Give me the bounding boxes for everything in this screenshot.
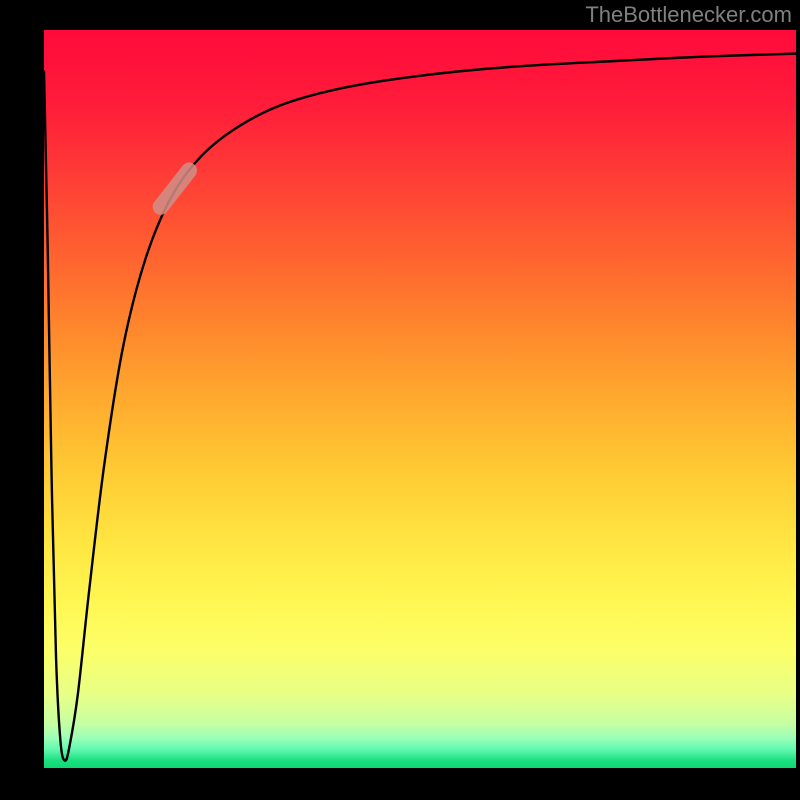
plot-svg <box>44 30 796 768</box>
plot-area <box>44 30 796 768</box>
watermark-text: TheBottlenecker.com <box>585 2 792 28</box>
gradient-background <box>44 30 796 768</box>
